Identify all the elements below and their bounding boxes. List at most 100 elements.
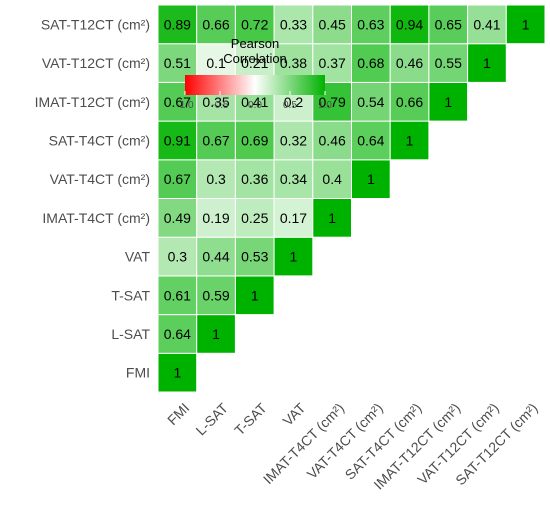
cell-value-label: 0.36	[241, 171, 268, 187]
cell-value-label: 0.69	[241, 132, 268, 148]
cell-value-label: 0.2	[284, 94, 304, 110]
cell-value-label: 0.51	[164, 55, 191, 71]
heatmap-cell-vat-t4ct-cm-imat-t4ct-cm	[312, 159, 352, 200]
cell-value-label: 0.61	[164, 287, 191, 303]
cell-value-label: 0.33	[280, 16, 307, 32]
column-label-t-sat: T-SAT	[231, 399, 270, 438]
cell-value-label: 1	[290, 249, 298, 265]
cell-value-label: 0.19	[202, 210, 229, 226]
cell-value-label: 0.59	[202, 287, 229, 303]
row-label-imat-t4ct-cm: IMAT-T4CT (cm²)	[42, 210, 150, 226]
heatmap-cell-sat-t12ct-cm-imat-t4ct-cm	[312, 4, 352, 45]
row-label-fmi: FMI	[126, 365, 150, 381]
heatmap-cell-vat-l-sat	[196, 236, 236, 277]
heatmap-cell-t-sat-l-sat	[196, 275, 236, 316]
row-label-vat-t12ct-cm: VAT-T12CT (cm²)	[42, 55, 150, 71]
heatmap-cell-imat-t4ct-cm-l-sat	[196, 198, 236, 238]
cell-value-label: 1	[522, 16, 530, 32]
heatmap-cell-vat-t4ct-cm-l-sat	[196, 159, 236, 200]
cell-value-label: 0.44	[202, 249, 229, 265]
heatmap-cell-imat-t12ct-cm-imat-t12ct-cm	[428, 81, 469, 122]
heatmap-cell-vat-fmi	[157, 236, 198, 277]
heatmap-cell-imat-t12ct-cm-sat-t4ct-cm	[389, 81, 430, 122]
legend-title-line-2: Correlation	[223, 51, 287, 66]
row-labels: FMI L-SAT T-SAT VAT IMAT-T4CT (cm²) VAT-T4CT …	[35, 16, 151, 380]
heatmap-cell-fmi-fmi	[157, 352, 198, 393]
heatmap-cell-imat-t4ct-cm-imat-t4ct-cm	[312, 198, 352, 238]
legend-tick-label: 1.0	[318, 100, 332, 111]
heatmap-cell-imat-t4ct-cm-t-sat	[234, 198, 275, 238]
cell-value-label: 0.67	[202, 132, 229, 148]
heatmap-cell-sat-t12ct-cm-vat-t4ct-cm	[351, 4, 391, 45]
cell-value-label: 0.65	[435, 16, 462, 32]
cell-value-label: 0.64	[164, 326, 191, 342]
heatmap-cell-vat-vat	[273, 236, 314, 277]
cell-value-label: 1	[367, 171, 375, 187]
cell-value-label: 1	[444, 94, 452, 110]
legend-tick-label: -0.5	[211, 100, 229, 111]
legend-title-line-1: Pearson	[231, 36, 279, 51]
cell-value-label: 0.89	[164, 16, 191, 32]
heatmap-cell-sat-t12ct-cm-vat	[273, 4, 314, 45]
cell-value-label: 0.79	[319, 94, 346, 110]
cell-value-label: 0.72	[241, 16, 268, 32]
heatmap-cell-t-sat-t-sat	[234, 275, 275, 316]
row-label-vat: VAT	[125, 249, 151, 265]
cell-value-label: 0.64	[357, 132, 384, 148]
cell-value-label: 0.37	[319, 55, 346, 71]
cell-value-label: 0.3	[206, 171, 226, 187]
column-label-l-sat: L-SAT	[192, 399, 231, 438]
heatmap-cell-vat-t4ct-cm-fmi	[157, 159, 198, 200]
heatmap-cell-sat-t4ct-cm-vat	[273, 120, 314, 161]
legend-ticks: -1.0 -0.5 0.0 0.5 1.0	[176, 91, 332, 111]
heatmap-cell-vat-t4ct-cm-vat-t4ct-cm	[351, 159, 391, 200]
cell-value-label: 0.66	[202, 16, 229, 32]
cell-value-label: 0.53	[241, 249, 268, 265]
heatmap-cell-sat-t4ct-cm-sat-t4ct-cm	[389, 120, 430, 161]
cell-value-label: 1	[173, 365, 181, 381]
color-legend: Pearson Correlation -1.0 -0.5 0.0 0.5 1.0	[176, 36, 332, 111]
heatmap-cell-vat-t-sat	[234, 236, 275, 277]
cell-value-label: 0.46	[319, 132, 346, 148]
heatmap-cell-imat-t12ct-cm-vat-t4ct-cm	[351, 81, 391, 122]
cell-value-label: 1	[212, 326, 220, 342]
heatmap-cell-sat-t12ct-cm-sat-t12ct-cm	[505, 4, 546, 45]
row-label-sat-t12ct-cm: SAT-T12CT (cm²)	[41, 16, 150, 32]
cell-value-label: 0.46	[396, 55, 423, 71]
cell-value-label: 0.38	[280, 55, 307, 71]
cell-value-label: 0.94	[396, 16, 423, 32]
heatmap-cell-vat-t4ct-cm-vat	[273, 159, 314, 200]
cell-value-label: 0.32	[280, 132, 307, 148]
row-label-sat-t4ct-cm: SAT-T4CT (cm²)	[49, 132, 150, 148]
heatmap-cell-vat-t12ct-cm-imat-t12ct-cm	[428, 43, 469, 83]
row-label-t-sat: T-SAT	[111, 287, 150, 303]
heatmap-cell-vat-t12ct-cm-sat-t4ct-cm	[389, 43, 430, 83]
legend-tick-label: -1.0	[176, 100, 194, 111]
cell-value-label: 0.67	[164, 171, 191, 187]
cell-value-label: 0.63	[357, 16, 384, 32]
cell-value-label: 0.45	[319, 16, 346, 32]
cell-value-label: 0.68	[357, 55, 384, 71]
cell-value-label: 0.54	[357, 94, 384, 110]
legend-tick-label: 0.5	[283, 100, 297, 111]
cell-value-label: 0.67	[164, 94, 191, 110]
legend-tick-label: 0.0	[248, 100, 262, 111]
cell-value-label: 0.21	[241, 55, 268, 71]
column-label-fmi: FMI	[164, 400, 192, 428]
cell-value-label: 1	[406, 132, 414, 148]
heatmap-cell-vat-t4ct-cm-t-sat	[234, 159, 275, 200]
heatmap-cell-sat-t12ct-cm-fmi	[157, 4, 198, 45]
heatmap-cell-vat-t12ct-cm-vat-t4ct-cm	[351, 43, 391, 83]
cell-value-label: 0.34	[280, 171, 307, 187]
cell-value-label: 0.1	[206, 55, 226, 71]
cell-value-label: 0.25	[241, 210, 268, 226]
heatmap-cell-sat-t12ct-cm-l-sat	[196, 4, 236, 45]
cell-value-label: 0.3	[168, 249, 188, 265]
cell-value-label: 0.4	[322, 171, 342, 187]
cell-value-label: 0.41	[241, 94, 268, 110]
cell-value-label: 0.41	[473, 16, 500, 32]
cell-value-label: 0.35	[202, 94, 229, 110]
heatmap-cell-sat-t4ct-cm-vat-t4ct-cm	[351, 120, 391, 161]
cell-value-label: 1	[483, 55, 491, 71]
